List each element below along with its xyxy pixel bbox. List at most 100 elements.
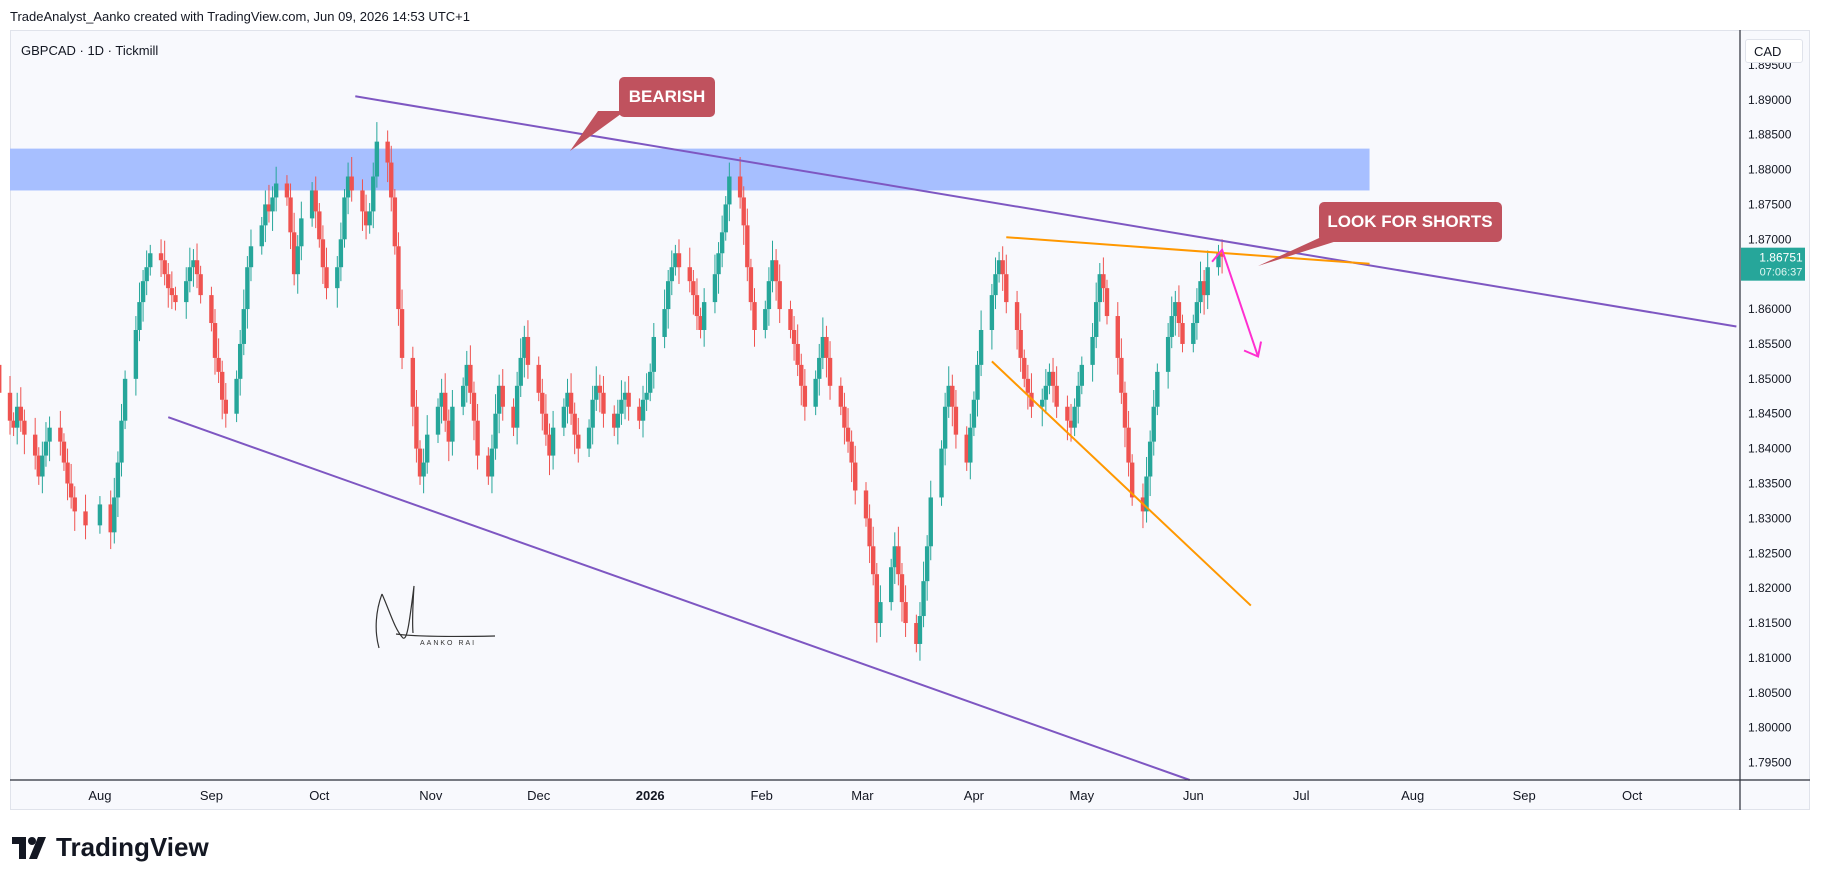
candle-body bbox=[827, 357, 833, 386]
candle-body bbox=[993, 274, 998, 296]
x-tick-label: Apr bbox=[964, 788, 985, 803]
candle-body bbox=[676, 253, 682, 268]
candle-body bbox=[1126, 427, 1131, 463]
candle-body bbox=[518, 357, 523, 386]
candle-body bbox=[223, 399, 229, 414]
candle-body bbox=[1072, 406, 1077, 428]
candle-body bbox=[698, 316, 703, 330]
candle-body bbox=[770, 260, 775, 282]
chart-attribution: TradeAnalyst_Aanko created with TradingV… bbox=[10, 9, 470, 24]
candle-body bbox=[83, 511, 88, 526]
bearish-label[interactable]: BEARISH bbox=[570, 77, 715, 151]
candle-body bbox=[187, 267, 193, 282]
candle-body bbox=[72, 497, 77, 512]
candle-body bbox=[723, 204, 728, 233]
candle-body bbox=[1104, 288, 1110, 317]
candle-body bbox=[1093, 302, 1099, 337]
candle-body bbox=[903, 602, 908, 624]
y-tick-label: 1.80000 bbox=[1748, 721, 1792, 735]
candle-body bbox=[1097, 274, 1102, 303]
candle-body bbox=[360, 190, 365, 212]
candle-body bbox=[7, 392, 13, 421]
y-tick-label: 1.83000 bbox=[1748, 511, 1792, 525]
candle-body bbox=[795, 343, 800, 365]
look-for-shorts-label[interactable]: LOOK FOR SHORTS bbox=[1258, 202, 1502, 266]
candle-body bbox=[47, 427, 52, 442]
y-tick-label: 1.84000 bbox=[1748, 442, 1792, 456]
candle-body bbox=[1216, 253, 1221, 268]
candle-body bbox=[1151, 406, 1156, 442]
y-tick-label: 1.87500 bbox=[1748, 197, 1792, 211]
candle-body bbox=[234, 378, 239, 414]
bearish-text: BEARISH bbox=[629, 87, 706, 106]
candle-body bbox=[295, 246, 300, 275]
candle-body bbox=[1144, 476, 1149, 512]
candle-body bbox=[788, 309, 793, 330]
candle-body bbox=[417, 448, 423, 477]
candle-body bbox=[996, 260, 1002, 275]
candle-body bbox=[396, 246, 401, 310]
candle-body bbox=[108, 504, 113, 533]
candle-body bbox=[1205, 267, 1210, 296]
candle-body bbox=[1173, 302, 1178, 317]
candle-body bbox=[270, 197, 275, 212]
x-tick-label: Sep bbox=[1513, 788, 1536, 803]
candle-body bbox=[460, 385, 466, 407]
candle-body bbox=[1079, 364, 1085, 386]
x-tick-label: Sep bbox=[200, 788, 223, 803]
candle-body bbox=[1050, 371, 1056, 386]
candle-body bbox=[1176, 302, 1182, 324]
candle-body bbox=[1219, 253, 1225, 257]
y-tick-label: 1.87000 bbox=[1748, 232, 1792, 246]
candle-body bbox=[914, 623, 919, 644]
candle-body bbox=[198, 274, 203, 296]
candle-body bbox=[637, 406, 642, 421]
x-tick-label: May bbox=[1070, 788, 1095, 803]
candle-body bbox=[737, 176, 743, 198]
candle-body bbox=[237, 343, 243, 379]
candle-body bbox=[550, 427, 556, 456]
candle-body bbox=[716, 253, 721, 275]
candle-body bbox=[259, 225, 264, 247]
y-tick-label: 1.81500 bbox=[1748, 616, 1792, 630]
currency-selector[interactable]: CAD bbox=[1745, 39, 1803, 63]
candle-body bbox=[622, 392, 628, 400]
candle-body bbox=[133, 330, 139, 379]
candle-body bbox=[194, 260, 200, 275]
candle-body bbox=[140, 281, 146, 303]
candle-body bbox=[511, 406, 516, 428]
y-tick-label: 1.88000 bbox=[1748, 163, 1792, 177]
candle-body bbox=[1022, 357, 1027, 379]
candle-body bbox=[766, 281, 772, 310]
y-tick-label: 1.88500 bbox=[1748, 128, 1792, 142]
candle-body bbox=[813, 378, 818, 407]
candle-body bbox=[309, 190, 315, 219]
candle-body bbox=[137, 302, 142, 330]
candle-body bbox=[975, 364, 980, 400]
candle-body bbox=[576, 434, 581, 449]
candle-body bbox=[317, 211, 322, 240]
tradingview-logo[interactable]: TradingView bbox=[12, 832, 209, 863]
candle-body bbox=[169, 288, 175, 296]
candle-body bbox=[468, 364, 473, 393]
x-tick-label: Mar bbox=[851, 788, 874, 803]
candle-body bbox=[184, 281, 189, 303]
candle-body bbox=[1047, 371, 1052, 386]
candle-body bbox=[849, 441, 854, 463]
lower-channel-line bbox=[167, 416, 1191, 781]
candle-body bbox=[1043, 385, 1049, 400]
x-tick-label: Feb bbox=[751, 788, 773, 803]
candle-body bbox=[964, 434, 969, 463]
candle-body bbox=[701, 302, 707, 330]
candle-body bbox=[1147, 441, 1153, 477]
candle-body bbox=[644, 392, 649, 400]
y-tick-label: 1.86000 bbox=[1748, 302, 1792, 316]
candle-body bbox=[1018, 330, 1023, 358]
candle-body bbox=[820, 336, 826, 358]
candle-body bbox=[158, 253, 164, 261]
candle-body bbox=[651, 336, 657, 372]
candle-body bbox=[58, 427, 63, 442]
candle-body bbox=[687, 267, 692, 282]
candle-body bbox=[209, 295, 214, 324]
